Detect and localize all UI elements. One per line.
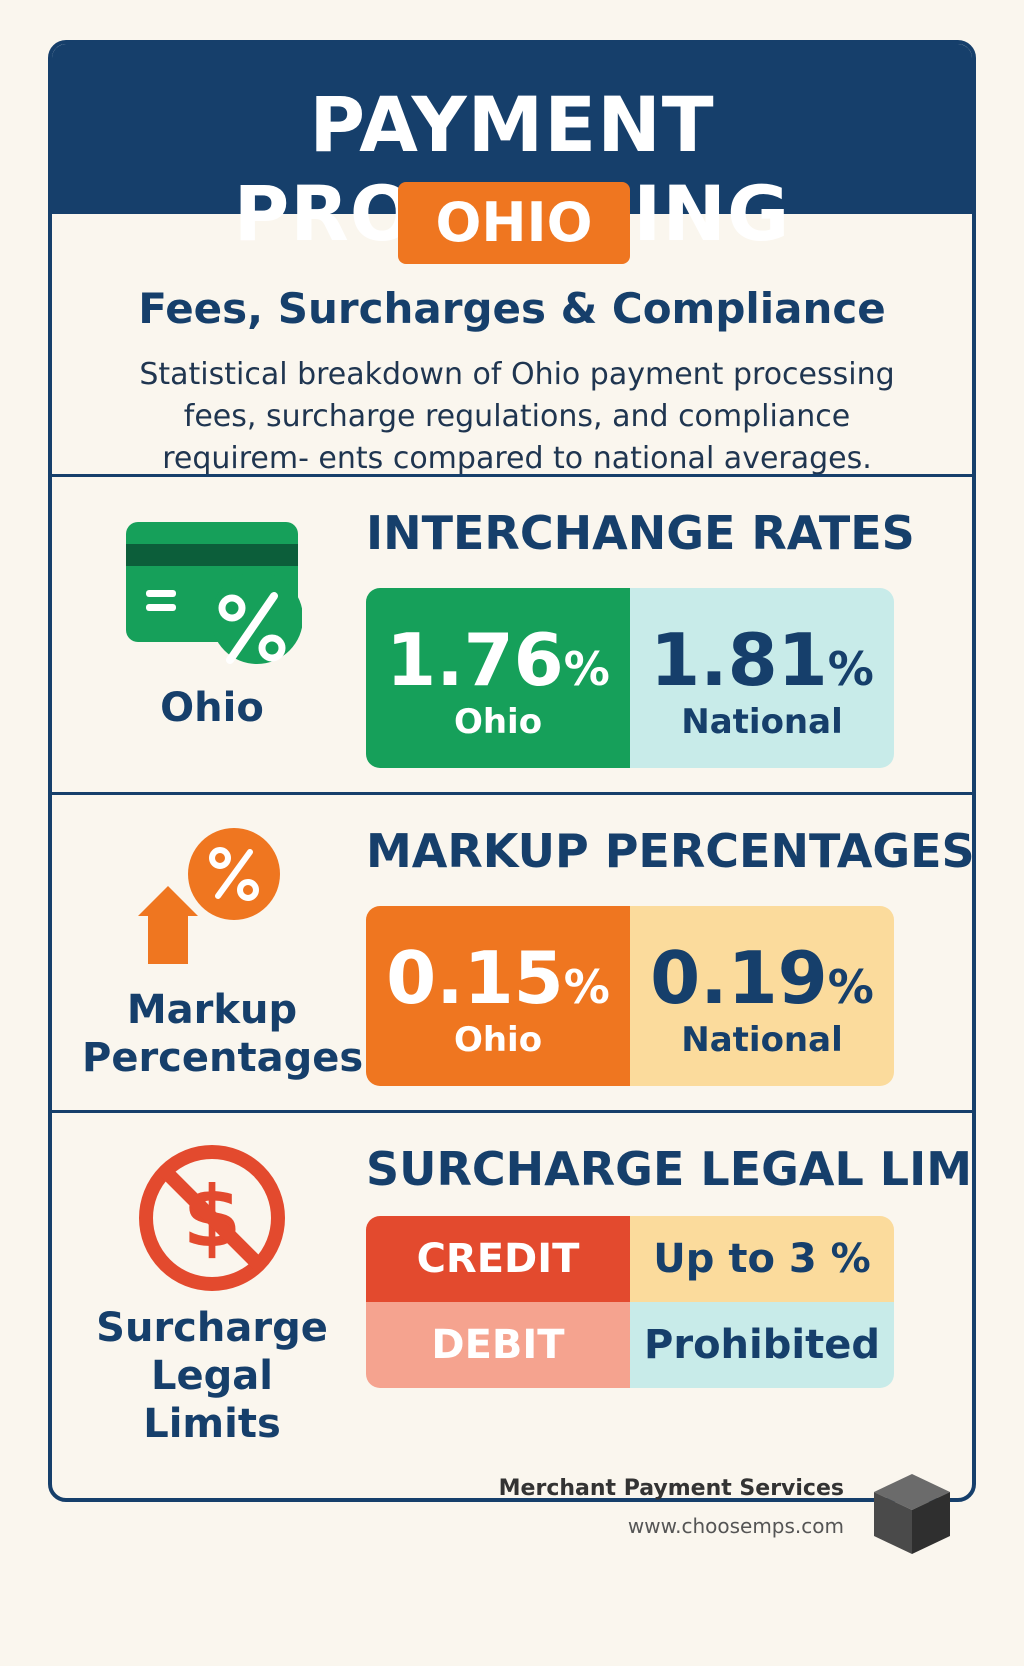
percent-arrow-up-icon [138, 828, 280, 964]
debit-label: DEBIT [366, 1302, 630, 1388]
interchange-national-unit: % [827, 642, 874, 696]
no-dollar-icon: $ [139, 1145, 285, 1291]
section-title-surcharge: SURCHARGE LEGAL LIMITS [366, 1142, 972, 1196]
interchange-ohio-number: 1.76 [386, 618, 564, 702]
markup-ohio-unit: % [563, 960, 610, 1014]
row-label-interchange: Ohio [160, 685, 264, 731]
surcharge-row-credit: CREDIT Up to 3 % [366, 1216, 894, 1302]
markup-national-value: 0.19% [630, 940, 894, 1025]
markup-ohio-number: 0.15 [386, 936, 564, 1020]
markup-national-panel: 0.19% National [630, 906, 894, 1086]
infographic-card: PAYMENT PROCESSING OHIO Fees, Surcharges… [48, 40, 976, 1502]
section-title-interchange: INTERCHANGE RATES [366, 506, 915, 560]
divider [52, 474, 972, 477]
markup-stat-box: 0.15% Ohio 0.19% National [366, 906, 894, 1086]
divider [52, 792, 972, 795]
interchange-national-label: National [681, 702, 843, 742]
debit-value: Prohibited [630, 1302, 894, 1388]
interchange-national-panel: 1.81% National [630, 588, 894, 768]
credit-value: Up to 3 % [630, 1216, 894, 1302]
markup-ohio-panel: 0.15% Ohio [366, 906, 630, 1086]
interchange-stat-box: 1.76% Ohio 1.81% National [366, 588, 894, 768]
markup-ohio-value: 0.15% [366, 940, 630, 1025]
interchange-ohio-panel: 1.76% Ohio [366, 588, 630, 768]
divider [52, 1110, 972, 1113]
row-label-markup: Markup Percentages [82, 987, 364, 1081]
markup-national-number: 0.19 [650, 936, 828, 1020]
section-title-markup: MARKUP PERCENTAGES [366, 824, 975, 878]
interchange-ohio-value: 1.76% [366, 622, 630, 707]
interchange-ohio-label: Ohio [453, 702, 543, 742]
surcharge-row-debit: DEBIT Prohibited [366, 1302, 894, 1388]
state-badge: OHIO [398, 182, 630, 264]
markup-ohio-label: Ohio [453, 1020, 543, 1060]
cube-logo-icon [874, 1474, 950, 1554]
credit-card-percent-icon [126, 522, 302, 664]
page-title: PAYMENT PROCESSING [234, 80, 790, 258]
row-label-surcharge: Surcharge Legal Limits [96, 1305, 328, 1447]
footer-url: www.choosemps.com [627, 1514, 844, 1538]
interchange-ohio-unit: % [563, 642, 610, 696]
description: Statistical breakdown of Ohio payment pr… [139, 357, 895, 476]
markup-national-unit: % [827, 960, 874, 1014]
credit-label: CREDIT [366, 1216, 630, 1302]
markup-national-label: National [681, 1020, 843, 1060]
interchange-national-number: 1.81 [650, 618, 828, 702]
interchange-national-value: 1.81% [630, 622, 894, 707]
surcharge-table: CREDIT Up to 3 % DEBIT Prohibited [366, 1216, 894, 1388]
subtitle: Fees, Surcharges & Compliance [138, 284, 886, 333]
footer-brand: Merchant Payment Services [498, 1476, 844, 1501]
